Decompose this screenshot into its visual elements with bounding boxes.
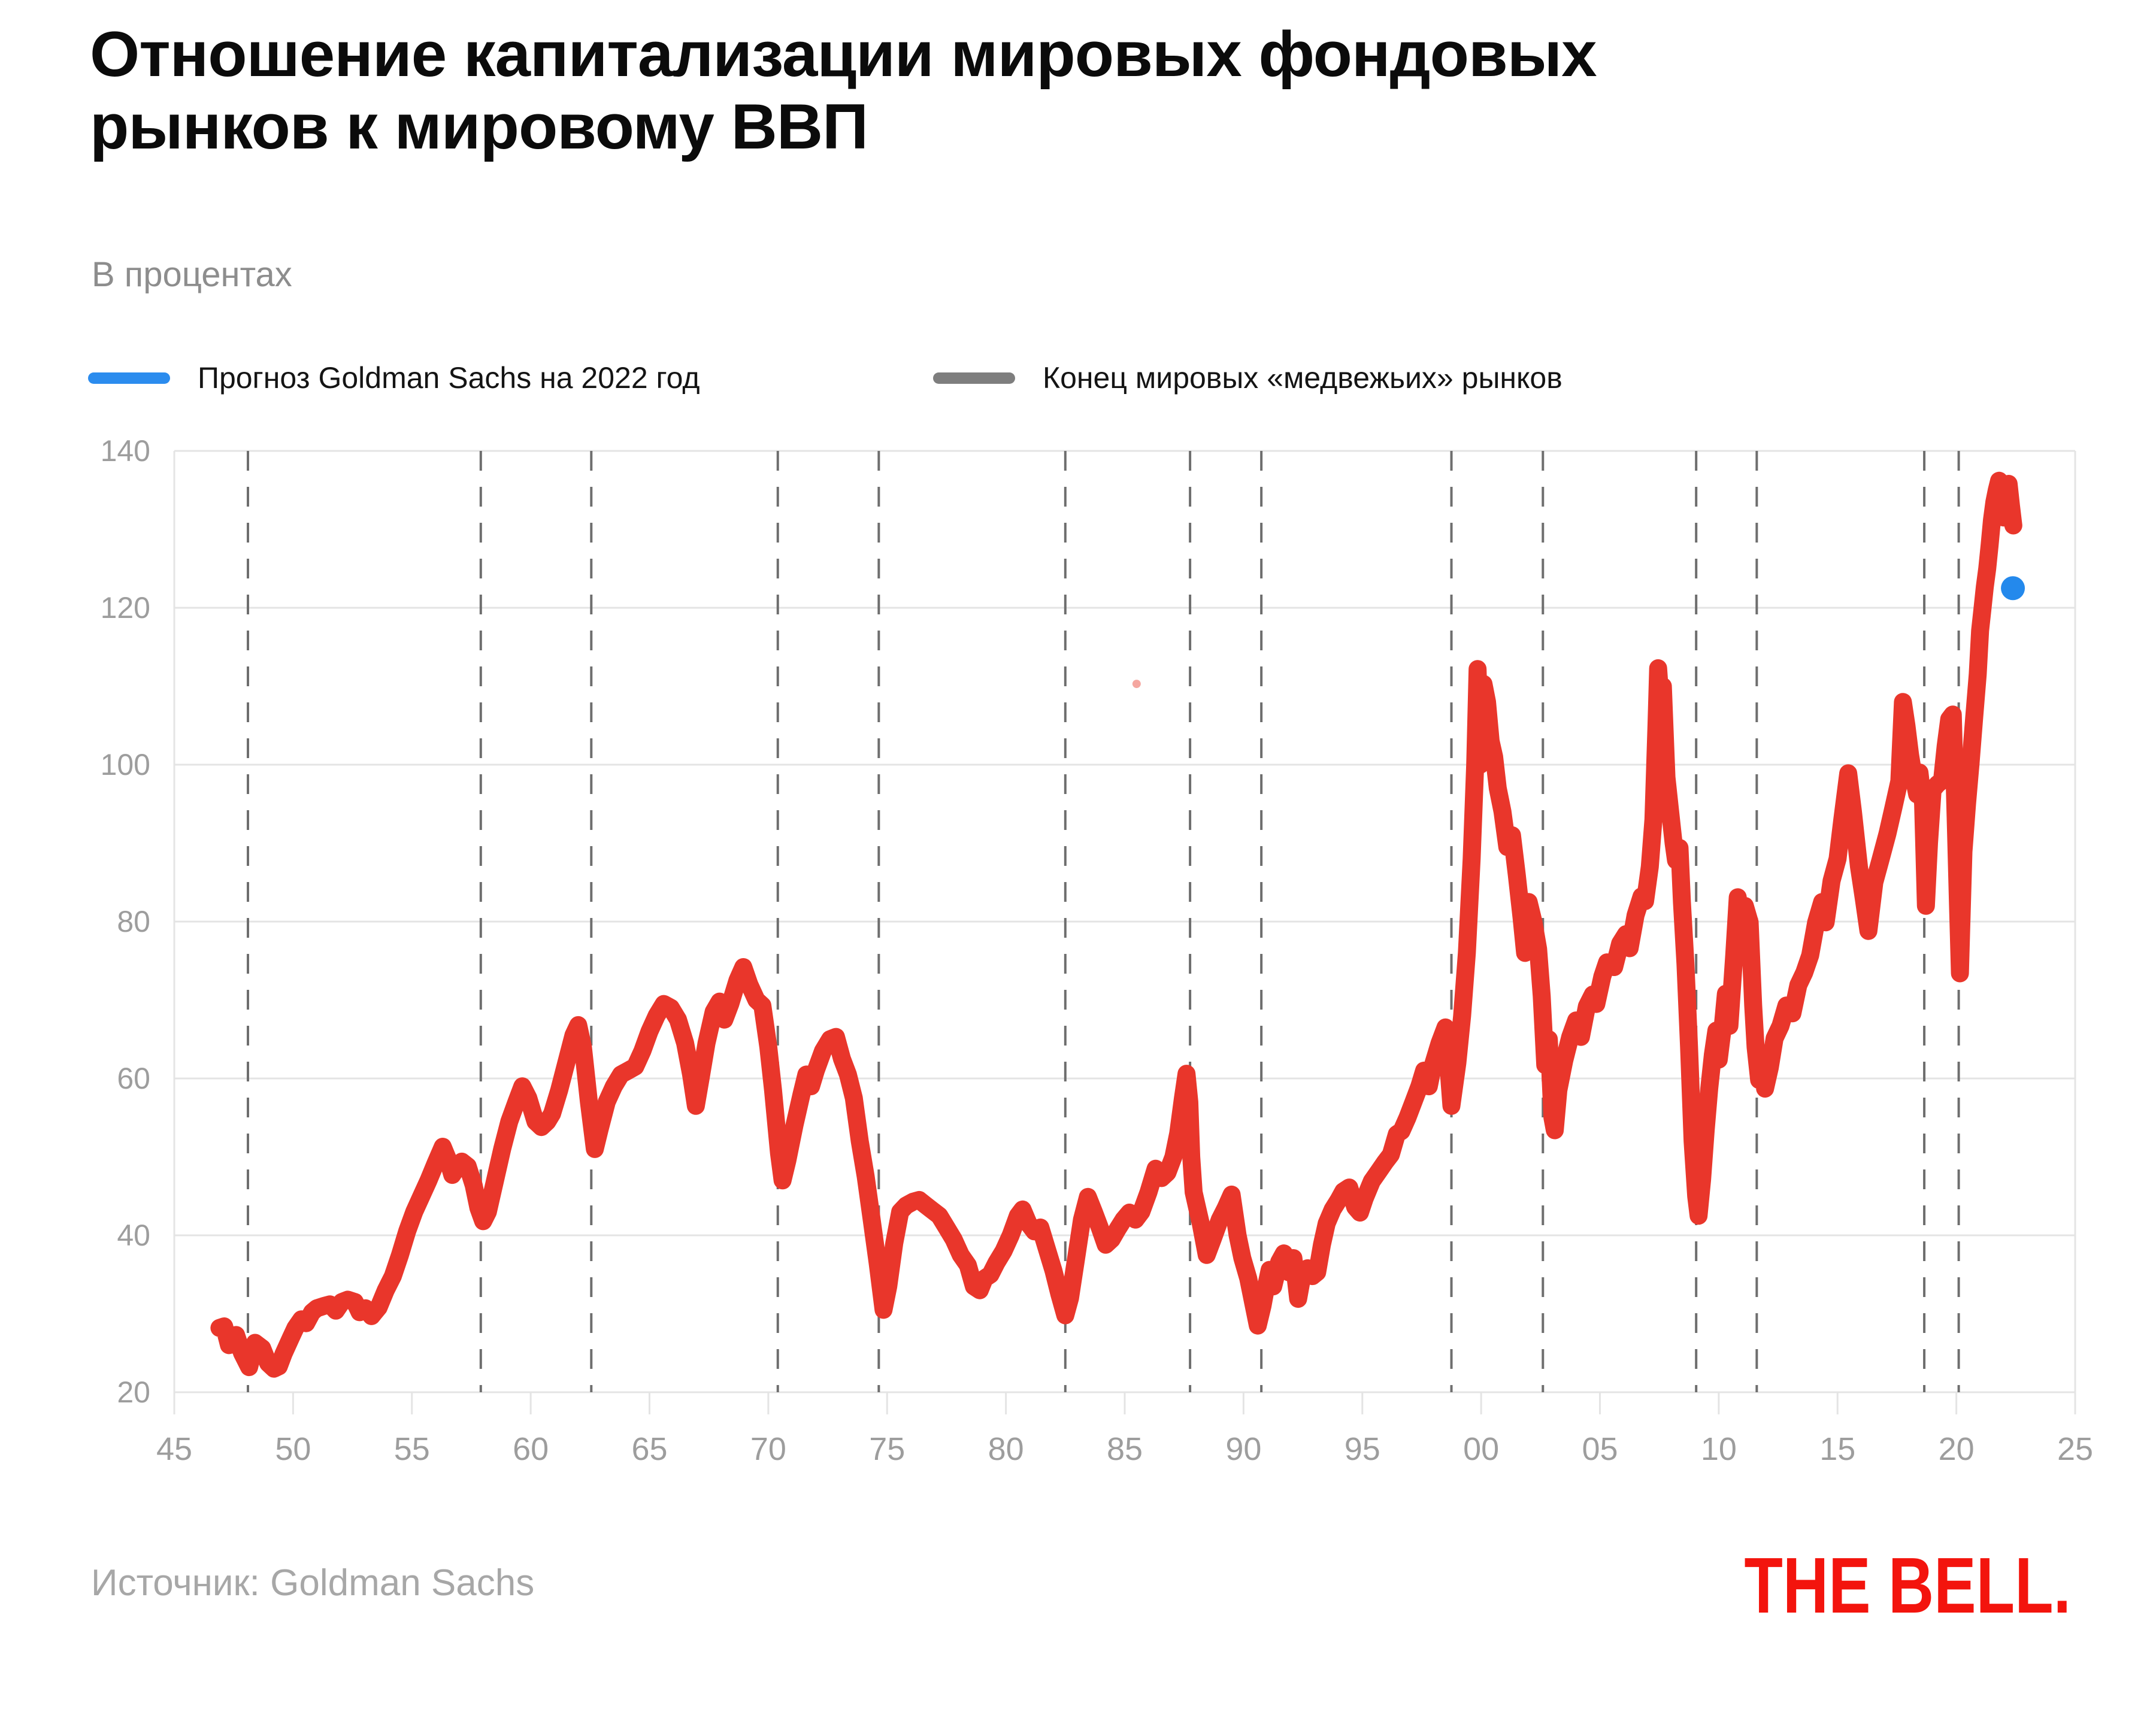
x-axis-label: 55	[394, 1431, 430, 1467]
the-bell-logo: THE BELL.	[1744, 1541, 2071, 1629]
x-axis-label: 70	[750, 1431, 786, 1467]
x-axis-label: 10	[1701, 1431, 1737, 1467]
x-axis-label: 60	[513, 1431, 549, 1467]
forecast-2022-dot	[2001, 576, 2025, 601]
x-axis-label: 80	[988, 1431, 1024, 1467]
chart-legend: Прогноз Goldman Sachs на 2022 год Конец …	[88, 360, 2064, 396]
x-axis-label: 75	[869, 1431, 905, 1467]
y-axis-label: 40	[117, 1219, 150, 1252]
forecast-legend-swatch-icon	[88, 372, 170, 384]
chart-subtitle: В процентах	[92, 255, 292, 294]
y-axis-label: 140	[101, 434, 150, 468]
x-axis-label: 05	[1582, 1431, 1618, 1467]
legend-item-forecast-label: Прогноз Goldman Sachs на 2022 год	[198, 361, 700, 395]
x-axis-label: 25	[2057, 1431, 2093, 1467]
source-credit: Источник: Goldman Sachs	[91, 1562, 535, 1604]
y-axis-label: 120	[101, 591, 150, 625]
x-axis-label: 85	[1107, 1431, 1143, 1467]
y-axis-label: 100	[101, 748, 150, 781]
y-axis-label: 80	[117, 905, 150, 938]
legend-item-forecast: Прогноз Goldman Sachs на 2022 год	[88, 360, 700, 395]
page-title: Отношение капитализации мировых фондовых…	[90, 18, 2102, 163]
x-axis-label: 20	[1939, 1431, 1975, 1467]
legend-item-bear-end-label: Конец мировых «медвежьих» рынков	[1043, 361, 1563, 395]
page-title-line-1: Отношение капитализации мировых фондовых	[90, 18, 1597, 90]
legend-item-bear-end: Конец мировых «медвежьих» рынков	[933, 360, 1563, 395]
ratio-series-line	[210, 471, 2022, 1378]
x-axis-label: 90	[1225, 1431, 1261, 1467]
stray-mark	[1132, 680, 1141, 689]
x-axis-label: 15	[1819, 1431, 1855, 1467]
page-title-line-2: рынков к мировому ВВП	[90, 90, 868, 162]
x-axis-label: 95	[1345, 1431, 1380, 1467]
bear-end-legend-swatch-icon	[933, 372, 1015, 384]
y-axis-label: 60	[117, 1062, 150, 1095]
x-axis-label: 00	[1463, 1431, 1499, 1467]
x-axis-label: 65	[631, 1431, 667, 1467]
y-axis-label: 20	[117, 1375, 150, 1409]
x-axis-label: 50	[275, 1431, 311, 1467]
x-axis-label: 45	[156, 1431, 192, 1467]
